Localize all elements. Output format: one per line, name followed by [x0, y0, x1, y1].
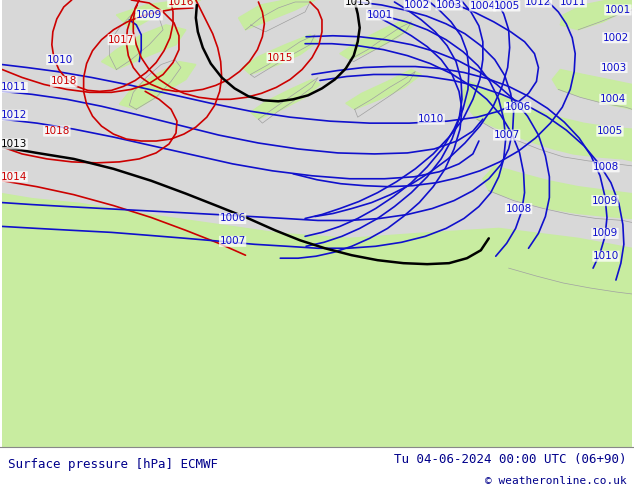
- Text: 1016: 1016: [168, 0, 194, 7]
- Text: 1009: 1009: [592, 228, 618, 238]
- Polygon shape: [552, 70, 632, 109]
- Text: Surface pressure [hPa] ECMWF: Surface pressure [hPa] ECMWF: [8, 458, 217, 470]
- Polygon shape: [119, 62, 196, 109]
- Polygon shape: [101, 25, 186, 70]
- Polygon shape: [340, 20, 415, 60]
- Polygon shape: [243, 35, 318, 74]
- Text: 1011: 1011: [1, 82, 27, 93]
- Text: 1011: 1011: [560, 0, 586, 7]
- Polygon shape: [461, 81, 632, 161]
- Polygon shape: [483, 166, 632, 219]
- Text: 1012: 1012: [1, 110, 27, 120]
- Text: 1003: 1003: [436, 0, 462, 10]
- Polygon shape: [346, 70, 421, 109]
- Text: 1015: 1015: [267, 52, 294, 63]
- Text: 1009: 1009: [136, 10, 162, 20]
- Text: 1018: 1018: [51, 76, 77, 86]
- Text: 1018: 1018: [44, 126, 70, 136]
- Text: 1013: 1013: [1, 139, 27, 149]
- Text: 1001: 1001: [366, 10, 392, 20]
- Text: 1003: 1003: [601, 63, 627, 73]
- Text: 1017: 1017: [108, 35, 134, 45]
- Text: 1012: 1012: [525, 0, 552, 7]
- Polygon shape: [117, 0, 201, 30]
- Polygon shape: [250, 79, 320, 119]
- Text: Tu 04-06-2024 00:00 UTC (06+90): Tu 04-06-2024 00:00 UTC (06+90): [394, 453, 626, 466]
- Text: © weatheronline.co.uk: © weatheronline.co.uk: [484, 475, 626, 486]
- Text: 1004: 1004: [470, 1, 496, 11]
- Polygon shape: [503, 240, 632, 290]
- Text: 1007: 1007: [219, 236, 246, 246]
- Polygon shape: [238, 0, 315, 30]
- Text: 1004: 1004: [600, 94, 626, 104]
- Text: 1008: 1008: [593, 162, 619, 172]
- Text: 1010: 1010: [418, 114, 444, 124]
- Polygon shape: [560, 0, 632, 30]
- Text: 1002: 1002: [404, 0, 430, 10]
- Text: 1005: 1005: [493, 1, 520, 11]
- Text: 1013: 1013: [344, 0, 371, 7]
- Text: 1001: 1001: [605, 5, 631, 15]
- Text: 1002: 1002: [603, 33, 629, 43]
- Text: 1014: 1014: [1, 172, 27, 182]
- Polygon shape: [2, 194, 632, 447]
- Text: 1008: 1008: [505, 203, 532, 214]
- Text: 1006: 1006: [505, 102, 531, 112]
- Text: 1006: 1006: [219, 214, 246, 223]
- Text: 1010: 1010: [593, 251, 619, 261]
- Text: 1009: 1009: [592, 196, 618, 206]
- Text: 1010: 1010: [47, 54, 73, 65]
- Text: 1005: 1005: [597, 126, 623, 136]
- Text: 1007: 1007: [493, 130, 520, 140]
